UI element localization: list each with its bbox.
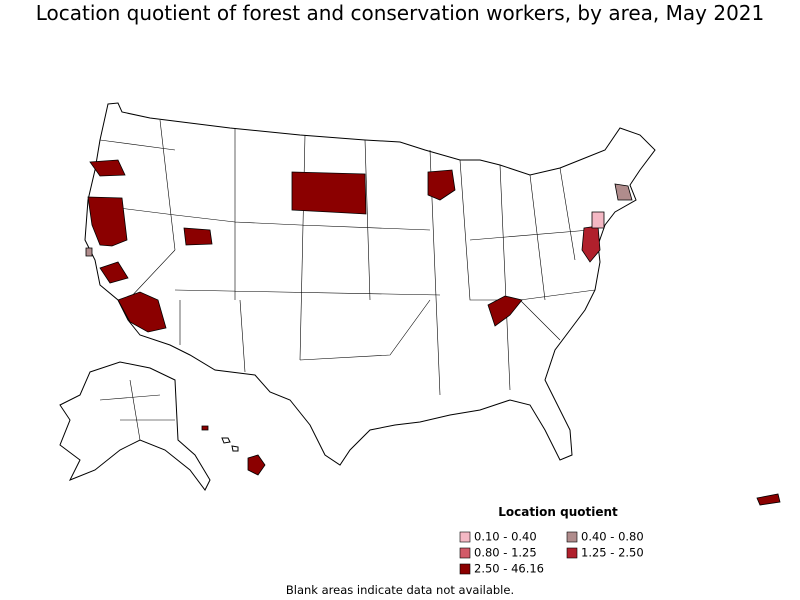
alaska-borders — [99, 379, 175, 441]
area-oregon — [89, 159, 126, 177]
highlighted-areas — [85, 159, 781, 506]
legend-swatch — [459, 547, 471, 559]
area-central-california — [99, 261, 129, 284]
hawaii-small — [221, 437, 239, 452]
area-idaho-nevada — [183, 227, 213, 246]
legend-swatch — [566, 547, 578, 559]
legend-label: 0.80 - 1.25 — [474, 546, 537, 560]
area-bay — [85, 247, 93, 257]
area-new-york — [591, 211, 605, 229]
map-title: Location quotient of forest and conserva… — [36, 1, 765, 25]
legend-label: 0.10 - 0.40 — [474, 530, 537, 544]
area-north-california — [87, 196, 128, 247]
legend-label: 1.25 - 2.50 — [581, 546, 644, 560]
legend-label: 2.50 - 46.16 — [474, 562, 544, 576]
area-hawaii-island — [201, 425, 209, 431]
legend-title: Location quotient — [498, 505, 618, 519]
area-dakota-minnesota — [291, 171, 367, 215]
alaska — [59, 361, 211, 491]
lower-48 — [84, 102, 656, 466]
legend-swatch — [459, 563, 471, 575]
area-massachusetts — [614, 183, 633, 201]
legend-swatch — [459, 531, 471, 543]
footnote: Blank areas indicate data not available. — [286, 583, 514, 597]
basemap — [59, 102, 656, 491]
legend: 0.10 - 0.40 0.40 - 0.80 0.80 - 1.25 1.25 - … — [459, 530, 644, 576]
legend-label: 0.40 - 0.80 — [581, 530, 644, 544]
area-hawaii — [247, 454, 266, 476]
area-tennessee — [487, 295, 523, 327]
area-puerto-rico — [756, 493, 781, 506]
legend-swatch — [566, 531, 578, 543]
area-southwest — [117, 291, 167, 333]
area-wisconsin — [427, 169, 456, 201]
internal-borders — [94, 119, 596, 396]
